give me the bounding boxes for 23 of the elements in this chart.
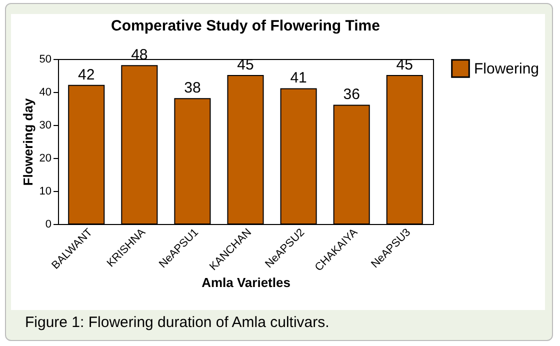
bar <box>174 98 211 224</box>
data-label: 42 <box>78 66 95 84</box>
y-tick-label: 20 <box>39 152 52 164</box>
data-label: 48 <box>131 46 148 64</box>
y-axis-title: Flowering day <box>20 98 36 186</box>
caption: Figure 1: Flowering duration of Amla cultivars. <box>24 313 330 333</box>
y-tick-label: 30 <box>39 120 52 132</box>
bar <box>121 65 158 224</box>
data-label: 36 <box>343 86 360 104</box>
y-tick-label: 10 <box>39 186 52 198</box>
chart-title: Comperative Study of Flowering Time <box>111 18 380 35</box>
bar <box>227 75 264 224</box>
x-axis-title: Amla Varietles <box>202 275 290 290</box>
bar <box>386 75 423 224</box>
y-tick-label: 50 <box>39 54 52 66</box>
data-label: 41 <box>290 70 307 87</box>
bar <box>68 84 105 224</box>
legend-label: Flowering <box>474 60 540 78</box>
bar <box>333 104 370 224</box>
y-tick-label: 0 <box>45 218 52 230</box>
y-tick-label: 40 <box>39 86 52 98</box>
bar <box>280 88 317 224</box>
data-label: 38 <box>184 80 201 97</box>
